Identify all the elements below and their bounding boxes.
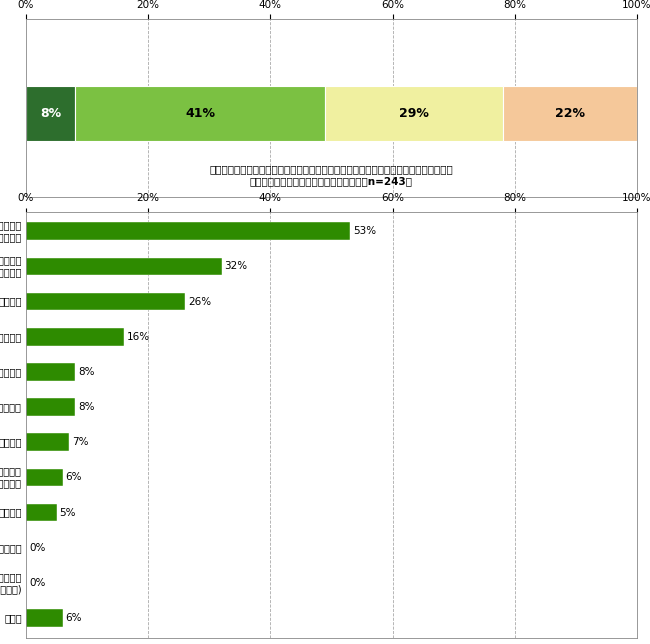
Bar [26,222,350,240]
Text: 8%: 8% [40,107,61,120]
Text: 8%: 8% [78,402,94,412]
Text: 0%: 0% [29,543,46,553]
Bar [26,363,75,381]
Text: 53%: 53% [353,226,376,236]
Text: 6%: 6% [66,613,82,623]
Text: 5%: 5% [60,507,76,518]
Text: 16%: 16% [127,332,150,342]
Text: 32%: 32% [225,261,248,271]
Text: 6%: 6% [66,473,82,482]
Legend: 内容も含めてよく知っている, 詳しい内容はわからないが
ある程度は知っている, 聞いたことはあるが、
内容は理解していない, まったく知らない: 内容も含めてよく知っている, 詳しい内容はわからないが ある程度は知っている, … [186,420,477,450]
Bar [26,86,75,141]
Text: 8%: 8% [78,367,94,377]
Bar [26,504,57,522]
Text: 7%: 7% [72,437,88,448]
Bar [26,433,69,451]
Bar [26,469,62,486]
Bar [26,609,62,627]
Bar [502,86,637,141]
Text: 22%: 22% [555,107,585,120]
Bar [326,86,502,141]
Text: 41%: 41% [185,107,215,120]
Bar [75,86,326,141]
Bar [26,293,185,310]
Text: 29%: 29% [399,107,429,120]
Text: 0%: 0% [29,578,46,588]
Bar [26,328,124,346]
Bar [26,258,222,275]
Text: 26%: 26% [188,296,211,307]
Bar [26,398,75,416]
Title: 「内容も含めてよく知っている」「詳しい内容はわからないがある程度は知っている」
を回答した総量規制非該当者の認知媒体（n=243）: 「内容も含めてよく知っている」「詳しい内容はわからないがある程度は知っている」 … [209,164,454,186]
